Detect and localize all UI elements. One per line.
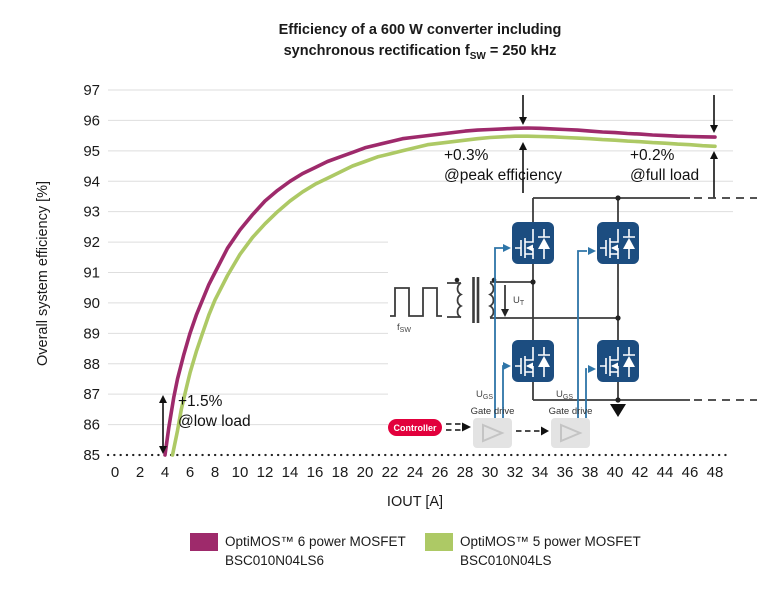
y-tick-label: 85 [83, 447, 100, 464]
annotation-low-load: +1.5% @low load [178, 393, 251, 430]
mosfet-with-body-diode-icon [597, 340, 639, 382]
mosfet-with-body-diode-icon [512, 222, 554, 264]
ut-label: UT [513, 295, 525, 307]
ugs-label-left: UGS [476, 389, 493, 401]
ut-arrowhead [501, 309, 509, 317]
chart-title: Efficiency of a 600 W converter includin… [70, 20, 770, 67]
x-tick-label: 38 [582, 464, 599, 481]
y-tick-label: 91 [83, 265, 100, 282]
y-tick-label: 90 [83, 295, 100, 312]
x-tick-label: 46 [682, 464, 699, 481]
y-tick-label: 92 [83, 234, 100, 251]
primary-winding [456, 282, 463, 319]
circuit-wires [447, 197, 757, 401]
curve-series-1 [170, 134, 717, 457]
buffer-triangle-icon [482, 423, 505, 443]
x-axis-label: IOUT [A] [386, 494, 444, 510]
x-tick-label: 10 [232, 464, 249, 481]
fsw-label: fSW [397, 322, 411, 334]
control-arrowhead [462, 422, 471, 432]
junction-dots [530, 195, 621, 403]
x-tick-label: 40 [607, 464, 624, 481]
chart-title-line1: Efficiency of a 600 W converter includin… [278, 22, 562, 38]
square-wave-signal [390, 287, 442, 317]
x-tick-label: 18 [332, 464, 349, 481]
curve-series-0 [163, 126, 717, 457]
annotation-full-load: +0.2% @full load [630, 147, 700, 184]
chart-title-line2: synchronous rectification fSW = 250 kHz [283, 43, 557, 62]
arrowhead-down [710, 125, 718, 133]
ugs-label-right: UGS [556, 389, 573, 401]
x-tick-label: 42 [632, 464, 649, 481]
legend-sublabel: BSC010N04LS [460, 553, 552, 568]
control-signal-arrows [446, 423, 541, 432]
mosfet-with-body-diode-icon [597, 222, 639, 264]
legend-swatch-optimos5 [425, 533, 453, 551]
x-tick-label: 44 [657, 464, 674, 481]
x-tick-label: 8 [211, 464, 219, 481]
arrowhead-up [710, 151, 718, 159]
gate-drive-box-left [473, 418, 512, 448]
x-tick-label: 14 [282, 464, 299, 481]
gate-wire-q4 [585, 368, 587, 418]
y-tick-label: 88 [83, 356, 100, 373]
gate-drive-label-right: Gate drive [549, 406, 593, 417]
legend-sublabel: BSC010N04LS6 [225, 553, 325, 568]
x-tick-label: 12 [257, 464, 274, 481]
secondary-winding [488, 282, 495, 319]
x-tick-label: 24 [407, 464, 424, 481]
x-tick-label: 2 [136, 464, 144, 481]
x-tick-label: 28 [457, 464, 474, 481]
y-tick-label: 86 [83, 417, 100, 434]
arrowhead-up [159, 395, 167, 403]
gate-drive-label-left: Gate drive [471, 406, 515, 417]
legend-item-optimos6: OptiMOS™ 6 power MOSFET BSC010N04LS6 [190, 532, 406, 570]
gate-wire-q3 [577, 250, 587, 418]
y-tick-label: 89 [83, 325, 100, 342]
arrowhead-down [519, 117, 527, 125]
x-tick-label: 22 [382, 464, 399, 481]
y-tick-label: 97 [83, 82, 100, 99]
legend-label: OptiMOS™ 5 power MOSFET [460, 534, 641, 549]
control-arrowhead [541, 426, 549, 436]
primary-stub-wires [447, 282, 461, 318]
arrowhead-up [519, 142, 527, 150]
x-tick-label: 26 [432, 464, 449, 481]
x-tick-label: 36 [557, 464, 574, 481]
buffer-triangle-icon [560, 423, 583, 443]
y-tick-label: 94 [83, 173, 100, 190]
x-tick-label: 16 [307, 464, 324, 481]
x-tick-label: 48 [707, 464, 724, 481]
annotation-peak-efficiency: +0.3% @peak efficiency [444, 147, 562, 184]
legend-label: OptiMOS™ 6 power MOSFET [225, 534, 406, 549]
x-tick-label: 4 [161, 464, 169, 481]
x-tick-label: 32 [507, 464, 524, 481]
gate-wire-arrowheads [503, 244, 596, 373]
y-tick-label: 95 [83, 143, 100, 160]
x-tick-label: 0 [111, 464, 119, 481]
x-tick-label: 20 [357, 464, 374, 481]
y-tick-label: 87 [83, 386, 100, 403]
x-tick-label: 34 [532, 464, 549, 481]
output-current-arrow [610, 404, 626, 417]
primary-polarity-dot [454, 277, 460, 283]
controller-box [388, 419, 442, 436]
mosfet-with-body-diode-icon [512, 340, 554, 382]
y-tick-label: 93 [83, 204, 100, 221]
x-tick-label: 30 [482, 464, 499, 481]
arrowhead-down [159, 446, 167, 454]
x-tick-label: 6 [186, 464, 194, 481]
y-tick-label: 96 [83, 112, 100, 129]
gate-wire-q1 [494, 247, 505, 418]
inset-background [388, 213, 765, 447]
legend-swatch-optimos6 [190, 533, 218, 551]
transformer-core [472, 277, 480, 323]
legend-item-optimos5: OptiMOS™ 5 power MOSFET BSC010N04LS [425, 532, 641, 570]
gate-drive-box-right [551, 418, 590, 448]
mosfet-blocks [512, 222, 639, 382]
controller-label: Controller [393, 423, 436, 433]
